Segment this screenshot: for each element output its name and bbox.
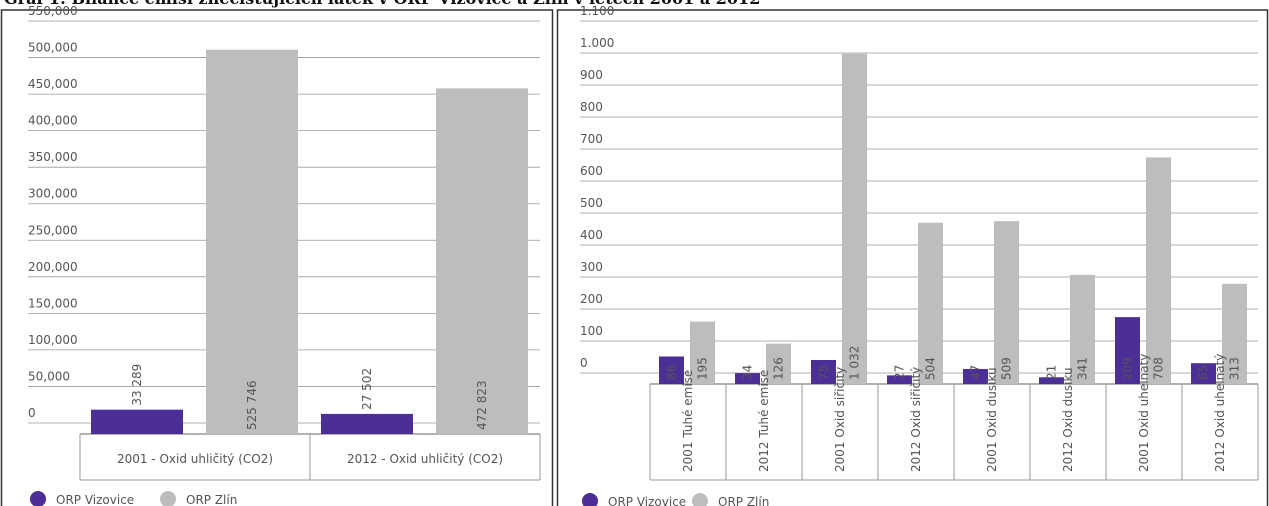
data-label: 33 289 (130, 364, 144, 406)
y-tick-label: 800 (580, 100, 603, 114)
x-tick-label: 2012 - Oxid uhličitý (CO2) (347, 452, 503, 466)
y-tick-label: 500,000 (28, 41, 78, 55)
data-label: 34 (741, 365, 755, 380)
x-tick-label: 2012 Oxid dusíku (1061, 367, 1075, 472)
y-tick-label: 300 (580, 260, 603, 274)
x-tick-label: 2001 Oxid dusíku (985, 367, 999, 472)
bar (690, 321, 715, 384)
data-label: 86 (665, 365, 679, 380)
bar (1039, 377, 1064, 384)
data-label: 341 (1076, 357, 1090, 380)
bar (206, 49, 298, 434)
y-tick-label: 1.000 (580, 36, 614, 50)
y-tick-label: 1.100 (580, 4, 614, 18)
x-tick-label: 2012 Oxid siřičitý (909, 367, 923, 472)
panel-border (0, 9, 554, 506)
legend-label: ORP Zlín (186, 493, 237, 506)
y-tick-label: 400 (580, 228, 603, 242)
x-tick-label: 2001 Tuhé emise (681, 370, 695, 472)
bar (1146, 157, 1171, 384)
bar (766, 343, 791, 384)
bar (1115, 317, 1140, 384)
legend-label: ORP Vizovice (56, 493, 134, 506)
data-label: 525 746 (245, 380, 259, 430)
data-label: 313 (1228, 357, 1242, 380)
x-tick-label: 2001 - Oxid uhličitý (CO2) (117, 452, 273, 466)
y-tick-label: 100,000 (28, 333, 78, 347)
bar (91, 409, 183, 434)
y-tick-label: 300,000 (28, 187, 78, 201)
legend-marker (30, 491, 46, 506)
page-title: Graf 1: Bilance emisí znečišťujících lát… (4, 0, 760, 8)
y-tick-label: 400,000 (28, 114, 78, 128)
bar (1070, 274, 1095, 384)
legend-label: ORP Vizovice (608, 495, 686, 506)
y-tick-label: 900 (580, 68, 603, 82)
data-label: 708 (1152, 357, 1166, 380)
data-label: 209 (1121, 357, 1135, 380)
data-label: 504 (924, 357, 938, 380)
x-tick-label: 2001 Oxid siřičitý (833, 367, 847, 472)
bar (1191, 363, 1216, 384)
panel-border (556, 9, 1269, 506)
legend-marker (160, 491, 176, 506)
y-tick-label: 0 (28, 406, 36, 420)
y-tick-label: 250,000 (28, 223, 78, 237)
bar (918, 222, 943, 384)
bar (1222, 283, 1247, 384)
bar (659, 356, 684, 384)
data-label: 21 (1045, 365, 1059, 380)
bar (842, 53, 867, 384)
data-label: 75 (817, 365, 831, 380)
y-tick-label: 150,000 (28, 296, 78, 310)
y-tick-label: 50,000 (28, 369, 70, 383)
bar (436, 88, 528, 435)
data-label: 472 823 (475, 380, 489, 430)
y-tick-label: 500 (580, 196, 603, 210)
y-tick-label: 550,000 (28, 4, 78, 18)
bar (887, 375, 912, 384)
bar (994, 221, 1019, 384)
data-label: 1 032 (848, 346, 862, 380)
data-label: 27 502 (360, 368, 374, 410)
bar (735, 373, 760, 384)
y-tick-label: 0 (580, 356, 588, 370)
y-tick-label: 100 (580, 324, 603, 338)
data-label: 509 (1000, 357, 1014, 380)
bar (963, 368, 988, 384)
legend-label: ORP Zlín (718, 495, 769, 506)
y-tick-label: 200,000 (28, 260, 78, 274)
y-tick-label: 600 (580, 164, 603, 178)
legend-marker (692, 493, 708, 506)
data-label: 126 (772, 357, 786, 380)
legend-marker (582, 493, 598, 506)
x-tick-label: 2012 Oxid uhelnatý (1213, 354, 1227, 472)
data-label: 65 (1197, 365, 1211, 380)
data-label: 47 (969, 365, 983, 380)
y-tick-label: 350,000 (28, 150, 78, 164)
y-tick-label: 700 (580, 132, 603, 146)
y-tick-label: 450,000 (28, 77, 78, 91)
data-label: 27 (893, 365, 907, 380)
data-label: 195 (696, 357, 710, 380)
bar (321, 413, 413, 434)
y-tick-label: 200 (580, 292, 603, 306)
bar (811, 360, 836, 384)
x-tick-label: 2012 Tuhé emise (757, 370, 771, 472)
x-tick-label: 2001 Oxid uhelnatý (1137, 354, 1151, 472)
